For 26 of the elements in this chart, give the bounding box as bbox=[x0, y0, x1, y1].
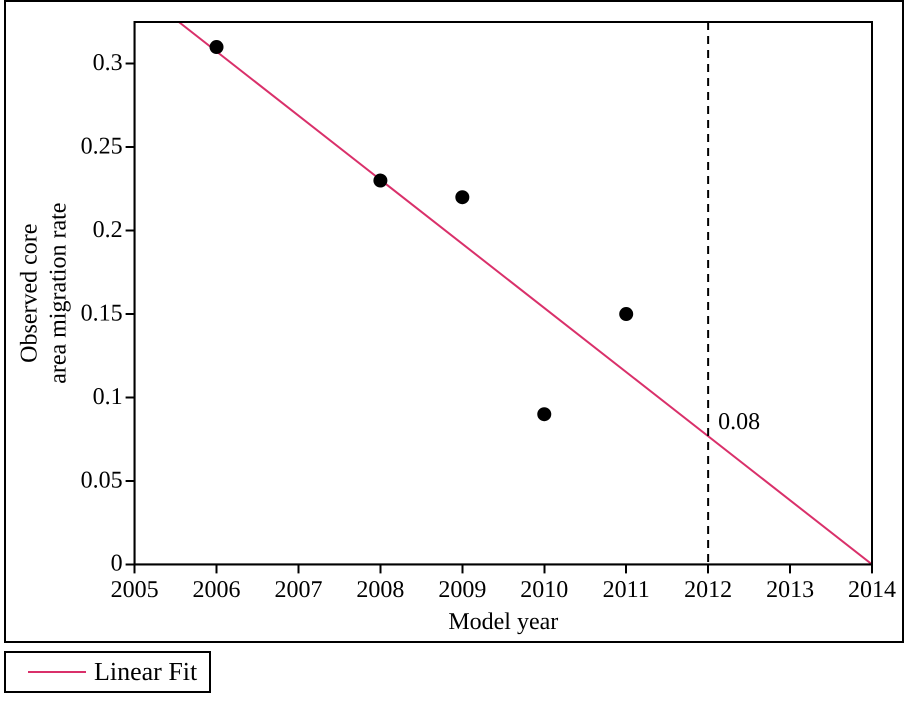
x-tick-label: 2013 bbox=[766, 577, 814, 604]
point bbox=[373, 174, 388, 188]
point bbox=[455, 190, 470, 204]
y-tick-label: 0.25 bbox=[80, 133, 123, 160]
x-tick-label: 2010 bbox=[520, 577, 568, 604]
point bbox=[537, 407, 552, 422]
point bbox=[619, 307, 634, 322]
x-tick-label: 2007 bbox=[274, 577, 322, 604]
x-tick-label: 2008 bbox=[356, 577, 404, 604]
x-tick-label: 2014 bbox=[848, 577, 896, 604]
x-tick-label: 2006 bbox=[192, 577, 241, 604]
x-tick-label: 2005 bbox=[110, 577, 159, 604]
y-tick-label: 0.15 bbox=[80, 300, 123, 326]
y-tick-label: 0.05 bbox=[80, 467, 123, 494]
y-tick-label: 0.1 bbox=[92, 384, 123, 410]
x-axis-title: Model year bbox=[448, 608, 558, 635]
legend-label: Linear Fit bbox=[94, 657, 198, 687]
x-tick-label: 2011 bbox=[602, 577, 650, 604]
y-tick-label: 0.3 bbox=[92, 50, 123, 76]
y-tick-label: 0 bbox=[110, 550, 123, 577]
annotation: 0.08 bbox=[718, 409, 760, 436]
x-tick-label: 2009 bbox=[438, 577, 486, 604]
x-tick-label: 2012 bbox=[684, 577, 732, 604]
y-axis-title: Observed core area migration rate bbox=[16, 202, 72, 384]
point bbox=[210, 40, 224, 54]
y-tick-label: 0.2 bbox=[92, 216, 123, 243]
